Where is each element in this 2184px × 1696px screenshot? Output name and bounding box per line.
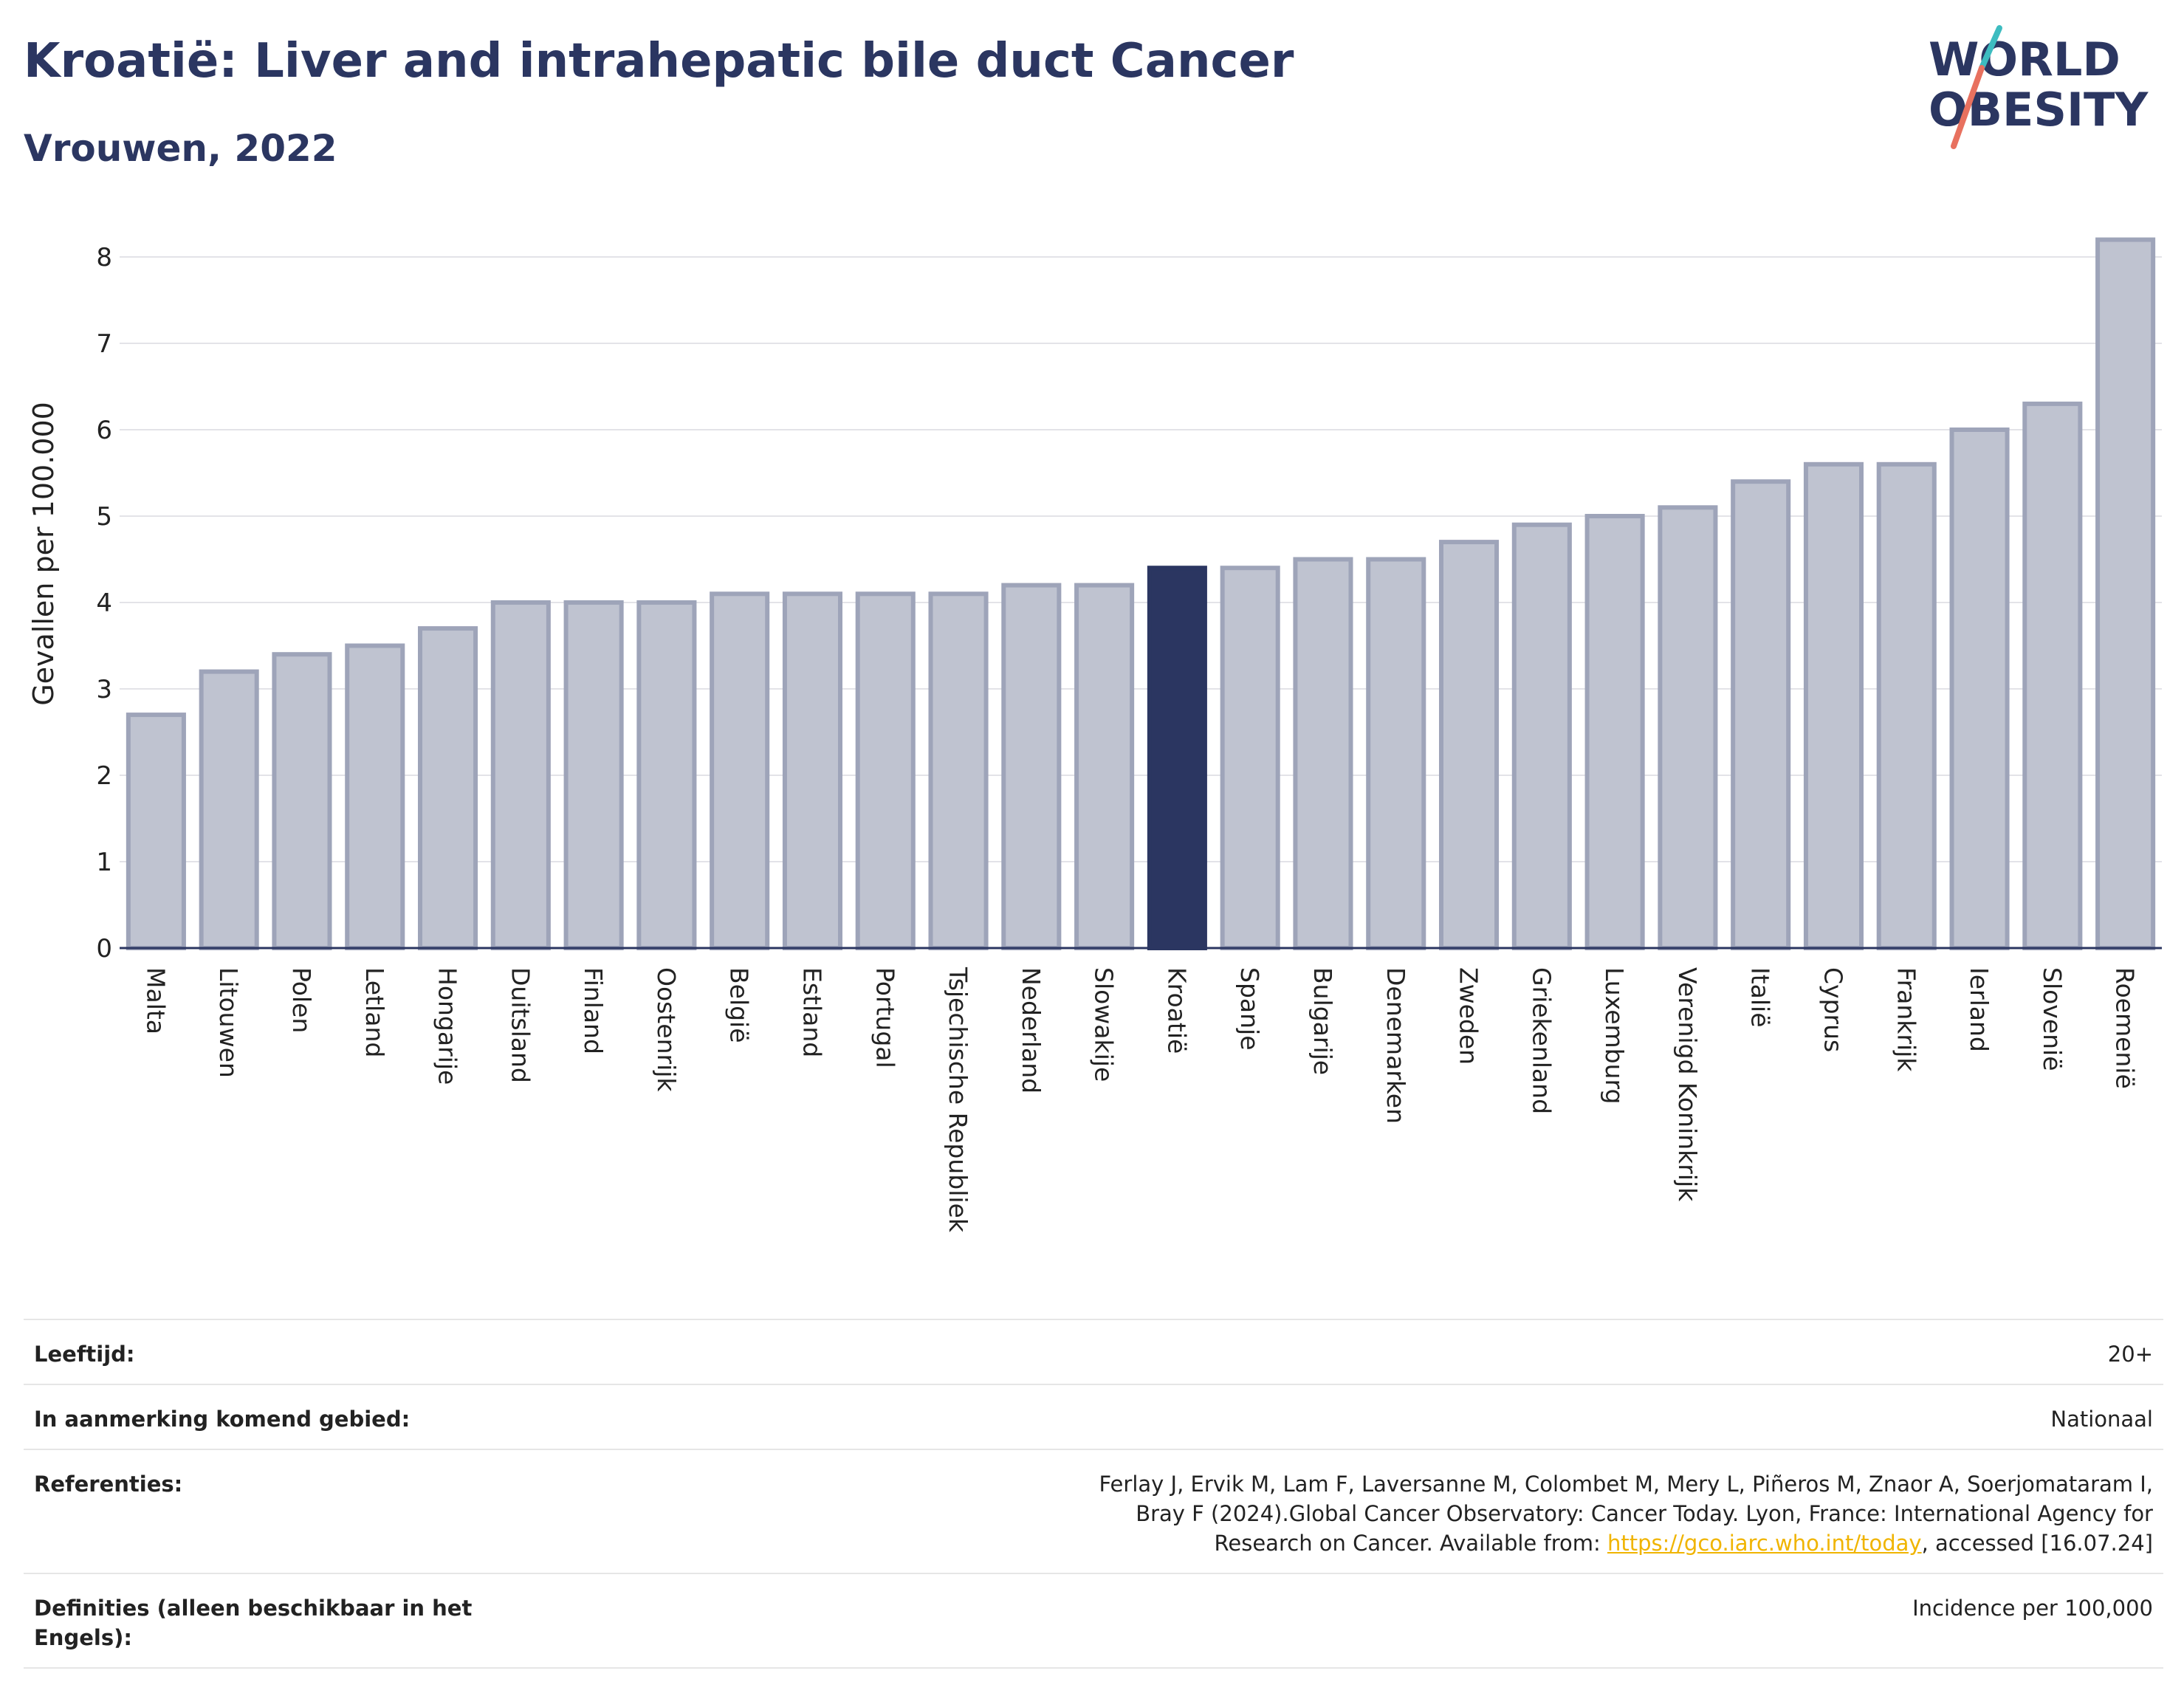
y-tick-label: 3 xyxy=(96,675,112,704)
bar-luxemburg[interactable] xyxy=(1584,514,1645,950)
x-tick-label: Nederland xyxy=(1017,967,1045,1094)
logo-slash-coral xyxy=(1951,65,1985,149)
x-tick-label: Griekenland xyxy=(1527,967,1556,1114)
y-tick-label: 6 xyxy=(96,416,112,445)
bar-spanje[interactable] xyxy=(1220,566,1280,950)
x-tick-label: Ierland xyxy=(1965,967,1994,1052)
x-tick-label: Oostenrijk xyxy=(652,967,681,1092)
bar-malta[interactable] xyxy=(126,713,186,950)
age-value: 20+ xyxy=(2107,1342,2153,1367)
info-row-references: Referenties: Ferlay J, Ervik M, Lam F, L… xyxy=(24,1449,2163,1573)
x-tick-label: Polen xyxy=(287,967,316,1033)
bar-slovenië[interactable] xyxy=(2022,401,2083,950)
bar-hongarije[interactable] xyxy=(417,626,478,950)
x-tick-label: Hongarije xyxy=(433,967,462,1085)
chart-subtitle: Vrouwen, 2022 xyxy=(24,127,337,170)
bar-frankrijk[interactable] xyxy=(1876,461,1937,950)
y-tick-label: 0 xyxy=(96,934,112,964)
bars xyxy=(126,237,2156,951)
x-tick-label: Slowakije xyxy=(1090,967,1119,1082)
x-tick-label: Finland xyxy=(579,967,608,1054)
y-tick-label: 2 xyxy=(96,761,112,791)
bar-slowakije[interactable] xyxy=(1074,583,1135,950)
bar-chart: 0 1 2 3 4 5 6 7 8 Malta Litouwen Polen Letland Honga… xyxy=(27,237,2162,1233)
x-tick-label: Frankrijk xyxy=(1892,967,1920,1072)
info-row-definitions: Definities (alleen beschikbaar in het En… xyxy=(24,1573,2163,1669)
x-tick-label: Letland xyxy=(360,967,389,1057)
bar-oostenrijk[interactable] xyxy=(636,600,697,950)
x-tick-label: Zweden xyxy=(1455,967,1483,1065)
bar-litouwen[interactable] xyxy=(199,669,259,950)
bar-roemenië[interactable] xyxy=(2095,237,2156,951)
references-label: Referenties: xyxy=(34,1472,183,1497)
bar-nederland[interactable] xyxy=(1001,583,1062,950)
x-tick-label: Spanje xyxy=(1235,967,1264,1051)
y-tick-labels: 0 1 2 3 4 5 6 7 8 xyxy=(96,243,112,964)
y-axis-label: Gevallen per 100.000 xyxy=(27,402,60,706)
chart-title: Kroatië: Liver and intrahepatic bile duc… xyxy=(24,34,1294,89)
definitions-label: Definities (alleen beschikbaar in het En… xyxy=(34,1596,473,1650)
x-tick-label: Duitsland xyxy=(506,967,535,1083)
x-tick-label: Cyprus xyxy=(1819,967,1847,1052)
info-row-area: In aanmerking komend gebied: Nationaal xyxy=(24,1384,2163,1449)
bar-duitsland[interactable] xyxy=(490,600,551,950)
x-tick-label: België xyxy=(725,967,754,1043)
bar-bulgarije[interactable] xyxy=(1293,557,1353,950)
area-label: In aanmerking komend gebied: xyxy=(34,1407,411,1432)
x-tick-label: Roemenië xyxy=(2111,967,2140,1089)
bar-finland[interactable] xyxy=(563,600,624,950)
bar-portugal[interactable] xyxy=(855,591,916,950)
bar-letland[interactable] xyxy=(345,643,405,950)
info-row-age: Leeftijd: 20+ xyxy=(24,1319,2163,1384)
x-tick-label: Estland xyxy=(797,967,826,1057)
x-tick-label: Slovenië xyxy=(2038,967,2067,1071)
x-tick-label: Tsjechische Republiek xyxy=(944,967,972,1233)
x-tick-label: Bulgarije xyxy=(1308,967,1337,1075)
y-tick-label: 7 xyxy=(96,329,112,359)
logo-text-world: WORLD xyxy=(1929,32,2121,86)
x-tick-label: Kroatië xyxy=(1162,967,1191,1054)
bar-belgië[interactable] xyxy=(710,591,770,950)
y-tick-label: 8 xyxy=(96,243,112,272)
bar-polen[interactable] xyxy=(272,652,332,950)
world-obesity-logo: WORLD OBESITY xyxy=(1929,25,2149,149)
x-tick-label: Italië xyxy=(1746,967,1775,1028)
x-tick-label: Malta xyxy=(141,967,170,1034)
y-tick-label: 1 xyxy=(96,848,112,877)
logo-slash-teal xyxy=(1979,25,2002,71)
y-tick-label: 4 xyxy=(96,588,112,618)
x-tick-label: Denemarken xyxy=(1381,967,1410,1124)
bar-denemarken[interactable] xyxy=(1366,557,1426,950)
bar-kroatië[interactable] xyxy=(1147,566,1207,950)
age-label: Leeftijd: xyxy=(34,1342,135,1367)
bar-verenigd-koninkrijk[interactable] xyxy=(1658,505,1718,950)
bar-ierland[interactable] xyxy=(1949,428,2010,950)
area-value: Nationaal xyxy=(2050,1407,2153,1432)
bar-griekenland[interactable] xyxy=(1511,522,1572,950)
definitions-value: Incidence per 100,000 xyxy=(1912,1596,2153,1621)
y-tick-label: 5 xyxy=(96,502,112,532)
bar-tsjechische-republiek[interactable] xyxy=(928,591,989,950)
x-tick-labels: Malta Litouwen Polen Letland Hongarije Duitsl… xyxy=(141,967,2139,1233)
x-tick-label: Portugal xyxy=(870,967,899,1068)
bar-cyprus[interactable] xyxy=(1803,461,1864,950)
info-table: Leeftijd: 20+ In aanmerking komend gebie… xyxy=(24,1319,2163,1669)
x-tick-label: Luxemburg xyxy=(1600,967,1629,1104)
references-text: Ferlay J, Ervik M, Lam F, Laversanne M, … xyxy=(1099,1472,2153,1556)
references-value: Ferlay J, Ervik M, Lam F, Laversanne M, … xyxy=(521,1469,2153,1558)
references-accessed: , accessed [16.07.24] xyxy=(1921,1531,2153,1556)
references-link[interactable]: https://gco.iarc.who.int/today xyxy=(1607,1531,1922,1556)
bar-zweden[interactable] xyxy=(1438,540,1500,950)
bar-italië[interactable] xyxy=(1731,479,1791,950)
bar-estland[interactable] xyxy=(782,591,843,950)
x-tick-label: Litouwen xyxy=(214,967,243,1078)
x-tick-label: Verenigd Koninkrijk xyxy=(1673,967,1702,1202)
